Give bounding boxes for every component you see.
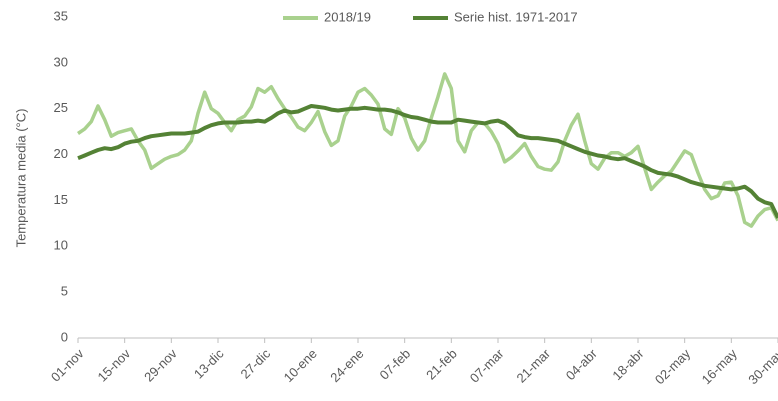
line-series [77,104,778,219]
x-tick-label: 21-mar [513,345,553,385]
x-tick-label: 07-feb [377,346,414,383]
x-tick-label: 01-nov [48,346,87,385]
y-tick-label: 0 [61,329,68,344]
x-tick-label: 24-ene [327,346,366,385]
x-tick-label: 15-nov [95,346,134,385]
line-series [77,72,778,228]
x-tick-label: 07-mar [467,345,507,385]
x-tick-label: 21-feb [423,346,460,383]
x-tick-label: 18-abr [609,345,647,383]
x-tick-label: 04-abr [563,345,601,383]
y-tick-label: 15 [54,192,68,207]
x-tick-label: 02-may [652,346,694,388]
y-tick-label: 5 [61,284,68,299]
y-tick-label: 30 [54,54,68,69]
y-axis-label: Temperatura media (°C) [13,109,28,248]
y-tick-label: 25 [54,100,68,115]
x-tick-label: 13-dic [191,346,227,382]
x-tick-label: 10-ene [281,346,320,385]
x-tick-label: 16-may [699,346,741,388]
legend-label: 2018/19 [324,9,371,24]
x-tick-label: 27-dic [238,346,274,382]
x-tick-label: 30-may [745,346,778,388]
y-tick-label: 35 [54,8,68,23]
y-tick-label: 10 [54,238,68,253]
y-tick-label: 20 [54,146,68,161]
legend-label: Serie hist. 1971-2017 [454,9,578,24]
x-tick-label: 29-nov [141,346,180,385]
